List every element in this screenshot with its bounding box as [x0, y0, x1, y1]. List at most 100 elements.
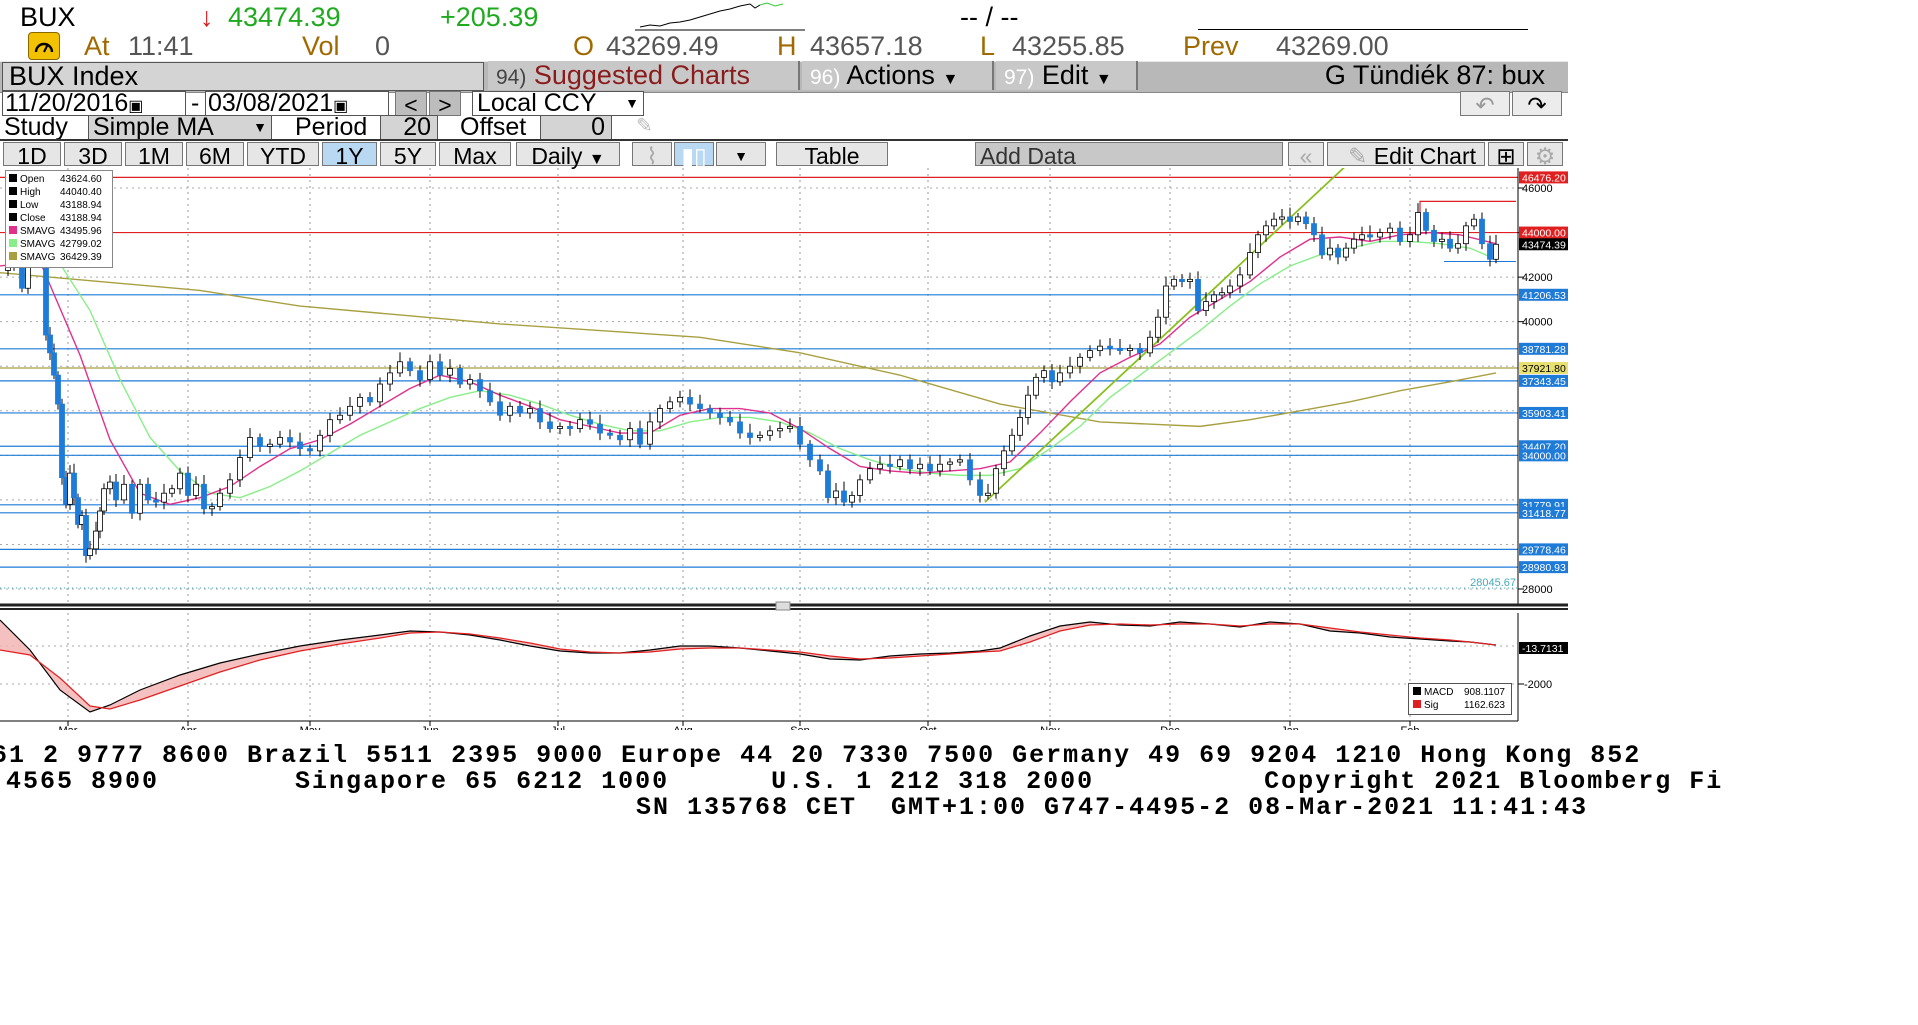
candle-body	[1017, 417, 1023, 436]
candle-body	[727, 417, 733, 423]
level-tag	[1519, 374, 1568, 387]
x-axis-month-label: Jul	[551, 725, 565, 730]
start-date-value: 11/20/2016	[5, 89, 129, 117]
range-button-max[interactable]: Max	[439, 142, 511, 169]
candle-body	[1493, 243, 1499, 260]
range-button-1d[interactable]: 1D	[3, 142, 61, 169]
macd-legend-swatch	[1413, 700, 1421, 708]
level-tag-label: 31418.77	[1522, 508, 1566, 520]
redo-button[interactable]: ↷	[1512, 91, 1562, 118]
candle-body	[1255, 234, 1261, 254]
candle-body	[161, 492, 167, 503]
candle-body	[1387, 227, 1393, 233]
candle-body	[97, 510, 103, 532]
end-date-value: 03/08/2021	[208, 89, 334, 117]
calendar-icon[interactable]: ▣	[128, 98, 144, 115]
price-legend-swatch	[9, 200, 17, 208]
macd-tick-label: -2000	[1524, 679, 1552, 691]
gauge-icon[interactable]	[28, 32, 60, 60]
candle-body	[87, 548, 93, 556]
candle-body	[1025, 394, 1031, 418]
undo-button[interactable]: ↶	[1460, 91, 1510, 118]
offset-input[interactable]: 0	[540, 115, 612, 140]
range-button-6m[interactable]: 6M	[186, 142, 244, 169]
candle-body	[267, 443, 273, 447]
candle-body	[137, 483, 143, 514]
range-button-ytd[interactable]: YTD	[247, 142, 319, 169]
actions-menu[interactable]: 96) Actions ▼	[802, 61, 994, 90]
start-date-field[interactable]: 11/20/2016▣	[2, 91, 186, 116]
candle-body	[1219, 292, 1225, 296]
macd-legend-label: MACD	[1424, 687, 1454, 698]
price-legend-swatch	[9, 252, 17, 260]
candle-body	[1097, 345, 1103, 352]
gear-icon[interactable]: ⚙	[1527, 142, 1563, 169]
ticker-symbol: BUX	[20, 2, 76, 32]
period-input[interactable]: 20	[380, 115, 438, 140]
candle-body	[537, 408, 543, 423]
line-chart-icon[interactable]: ⌇	[632, 142, 672, 169]
previous-period-button[interactable]: <	[395, 91, 427, 118]
collapse-icon[interactable]: «	[1288, 142, 1324, 169]
candle-body	[907, 459, 913, 470]
x-axis-month-label: Oct	[919, 725, 936, 730]
security-field[interactable]: BUX Index	[2, 62, 484, 91]
candle-body	[347, 405, 353, 416]
edit-chart-label: Edit Chart	[1373, 143, 1476, 169]
price-legend-row: Close 43188.94	[9, 212, 109, 225]
chart-type-dropdown[interactable]: ▼	[716, 142, 766, 166]
candle-body	[1407, 234, 1413, 242]
candle-body	[1271, 218, 1277, 227]
open-label: O	[573, 31, 595, 61]
currency-select[interactable]: Local CCY ▼	[472, 91, 644, 116]
table-button[interactable]: Table	[776, 142, 888, 169]
candle-body	[193, 483, 199, 496]
footer-contacts-line1: 61 2 9777 8600 Brazil 5511 2395 9000 Eur…	[0, 741, 1642, 770]
candle-chart-icon[interactable]: ▮▯	[674, 142, 714, 169]
suggested-charts-menu[interactable]: 94) Suggested Charts	[488, 61, 800, 90]
edit-menu[interactable]: 97) Edit ▼	[996, 61, 1138, 90]
end-date-field[interactable]: 03/08/2021▣	[205, 91, 389, 116]
price-legend-value: 44040.40	[60, 187, 102, 198]
price-legend-label: Close	[20, 213, 46, 224]
trendline[interactable]	[984, 168, 1358, 503]
candle-body	[657, 408, 663, 423]
candle-body	[1359, 234, 1365, 240]
range-button-5y[interactable]: 5Y	[380, 142, 436, 169]
macd-current-value: -13.7131	[1522, 643, 1564, 655]
candle-body	[297, 441, 303, 450]
prev-value: 43269.00	[1276, 31, 1389, 61]
candle-body	[787, 425, 793, 430]
candle-body	[107, 481, 113, 490]
range-button-1m[interactable]: 1M	[125, 142, 183, 169]
price-legend-row: Open 43624.60	[9, 173, 109, 186]
candle-body	[1463, 225, 1469, 245]
candle-body	[1311, 223, 1317, 236]
add-data-field[interactable]: Add Data	[975, 142, 1283, 169]
chart-settings-icon[interactable]: ⊞	[1488, 142, 1524, 169]
edit-chart-pencil-icon: ✎	[1348, 143, 1368, 169]
y-axis-tick-label: 28000	[1522, 584, 1553, 596]
pencil-icon[interactable]: ✎	[636, 115, 653, 137]
candle-body	[1179, 278, 1185, 282]
range-button-3d[interactable]: 3D	[64, 142, 122, 169]
study-type-select[interactable]: Simple MA ▼	[88, 115, 272, 140]
edit-chart-button[interactable]: ✎ Edit Chart	[1327, 142, 1485, 169]
price-legend-row: Low 43188.94	[9, 199, 109, 212]
level-tag	[1519, 506, 1568, 519]
panel-resize-handle[interactable]	[775, 601, 791, 611]
prev-label: Prev	[1183, 31, 1239, 61]
candle-body	[447, 368, 453, 376]
calendar-icon[interactable]: ▣	[333, 98, 349, 115]
candle-body	[1479, 218, 1485, 245]
candle-body	[457, 368, 463, 385]
currency-value: Local CCY	[477, 89, 597, 117]
candle-body	[557, 425, 563, 430]
frequency-select[interactable]: Daily ▼	[516, 142, 620, 169]
price-legend-row: High 44040.40	[9, 186, 109, 199]
range-button-1y[interactable]: 1Y	[322, 142, 377, 169]
candle-body	[477, 379, 483, 392]
candle-body	[437, 361, 443, 376]
next-period-button[interactable]: >	[429, 91, 461, 118]
price-chart[interactable]: 28045.67460004400042000400002800046476.2…	[0, 168, 1568, 730]
